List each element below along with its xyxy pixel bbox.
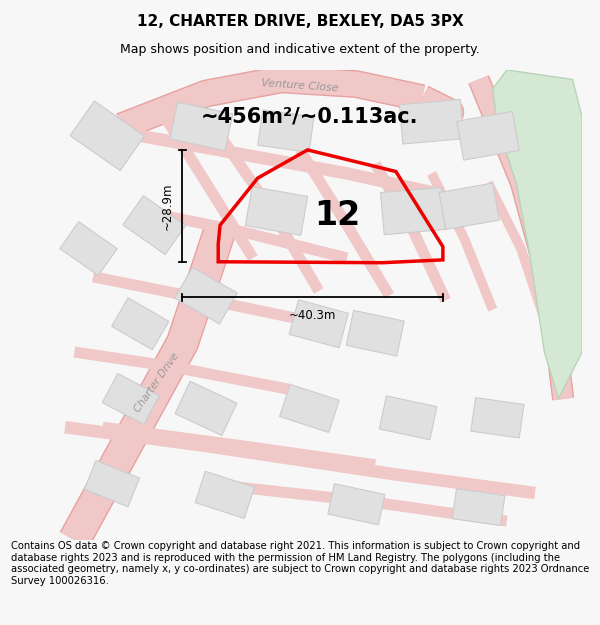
Text: ~40.3m: ~40.3m: [289, 309, 337, 322]
Bar: [380, 188, 445, 235]
Bar: [103, 374, 159, 424]
Bar: [452, 489, 505, 526]
Bar: [175, 381, 237, 436]
Text: Map shows position and indicative extent of the property.: Map shows position and indicative extent…: [120, 43, 480, 56]
Bar: [471, 398, 524, 438]
Bar: [379, 396, 437, 440]
Bar: [85, 461, 140, 507]
Bar: [112, 298, 169, 350]
Text: Charter Drive: Charter Drive: [133, 351, 181, 414]
Bar: [175, 268, 238, 324]
Bar: [245, 187, 308, 236]
Bar: [60, 222, 117, 276]
Text: Contains OS data © Crown copyright and database right 2021. This information is : Contains OS data © Crown copyright and d…: [11, 541, 589, 586]
Polygon shape: [493, 70, 582, 399]
Text: Venture Close: Venture Close: [261, 78, 339, 94]
Text: ~28.9m: ~28.9m: [161, 182, 174, 229]
Bar: [123, 196, 186, 254]
Text: 12, CHARTER DRIVE, BEXLEY, DA5 3PX: 12, CHARTER DRIVE, BEXLEY, DA5 3PX: [137, 14, 463, 29]
Bar: [280, 384, 339, 432]
Bar: [439, 183, 499, 229]
Bar: [70, 101, 145, 171]
Bar: [328, 484, 385, 525]
Text: ~456m²/~0.113ac.: ~456m²/~0.113ac.: [200, 107, 418, 127]
Bar: [289, 300, 349, 348]
Text: 12: 12: [314, 199, 361, 232]
Bar: [195, 471, 254, 519]
Bar: [170, 102, 233, 151]
Bar: [457, 111, 519, 160]
Bar: [258, 110, 314, 152]
Bar: [346, 311, 404, 356]
Bar: [400, 99, 464, 144]
